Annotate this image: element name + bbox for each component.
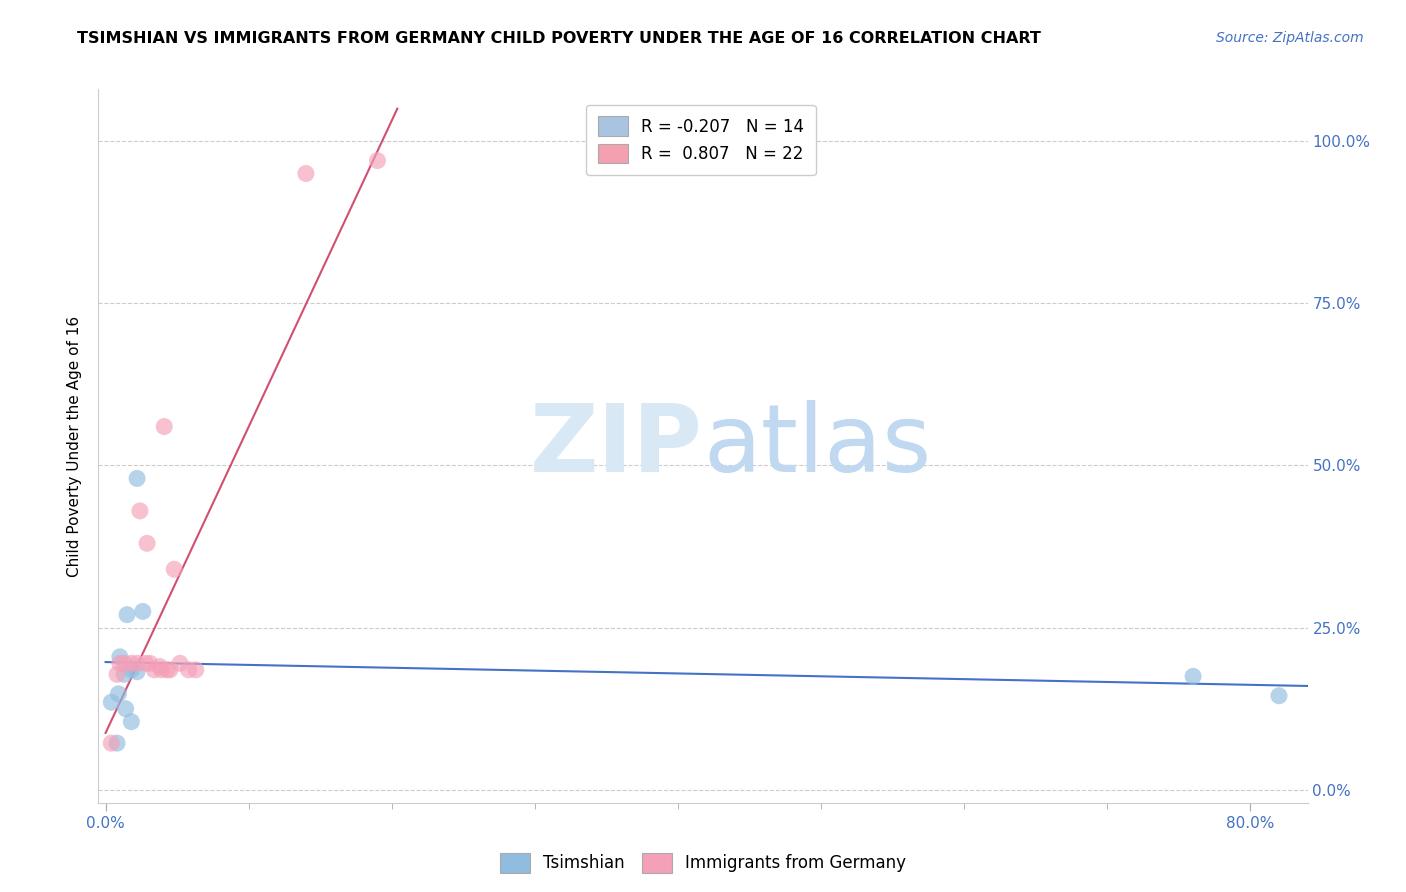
- Point: [100, 695, 122, 709]
- Point: [143, 663, 166, 677]
- Point: [159, 663, 181, 677]
- Point: [125, 665, 148, 679]
- Point: [112, 667, 135, 681]
- Point: [135, 657, 157, 671]
- Point: [114, 702, 136, 716]
- Point: [149, 659, 172, 673]
- Point: [366, 153, 388, 168]
- Text: TSIMSHIAN VS IMMIGRANTS FROM GERMANY CHILD POVERTY UNDER THE AGE OF 16 CORRELATI: TSIMSHIAN VS IMMIGRANTS FROM GERMANY CHI…: [77, 31, 1042, 46]
- Point: [108, 649, 131, 664]
- Text: atlas: atlas: [703, 400, 931, 492]
- Legend: Tsimshian, Immigrants from Germany: Tsimshian, Immigrants from Germany: [494, 847, 912, 880]
- Point: [120, 663, 142, 677]
- Y-axis label: Child Poverty Under the Age of 16: Child Poverty Under the Age of 16: [67, 316, 83, 576]
- Point: [1182, 669, 1205, 683]
- Text: ZIP: ZIP: [530, 400, 703, 492]
- Point: [129, 504, 152, 518]
- Point: [139, 657, 162, 671]
- Point: [105, 736, 128, 750]
- Point: [108, 657, 131, 671]
- Point: [125, 657, 148, 671]
- Point: [120, 714, 142, 729]
- Legend: R = -0.207   N = 14, R =  0.807   N = 22: R = -0.207 N = 14, R = 0.807 N = 22: [586, 104, 815, 175]
- Point: [156, 663, 179, 677]
- Point: [163, 562, 186, 576]
- Point: [184, 663, 207, 677]
- Point: [105, 667, 128, 681]
- Text: Source: ZipAtlas.com: Source: ZipAtlas.com: [1216, 31, 1364, 45]
- Point: [107, 687, 129, 701]
- Point: [177, 663, 200, 677]
- Point: [295, 167, 318, 181]
- Point: [132, 604, 155, 618]
- Point: [136, 536, 159, 550]
- Point: [112, 657, 135, 671]
- Point: [153, 419, 176, 434]
- Point: [100, 736, 122, 750]
- Point: [169, 657, 191, 671]
- Point: [120, 657, 142, 671]
- Point: [115, 607, 138, 622]
- Point: [1268, 689, 1291, 703]
- Point: [125, 471, 148, 485]
- Point: [150, 663, 173, 677]
